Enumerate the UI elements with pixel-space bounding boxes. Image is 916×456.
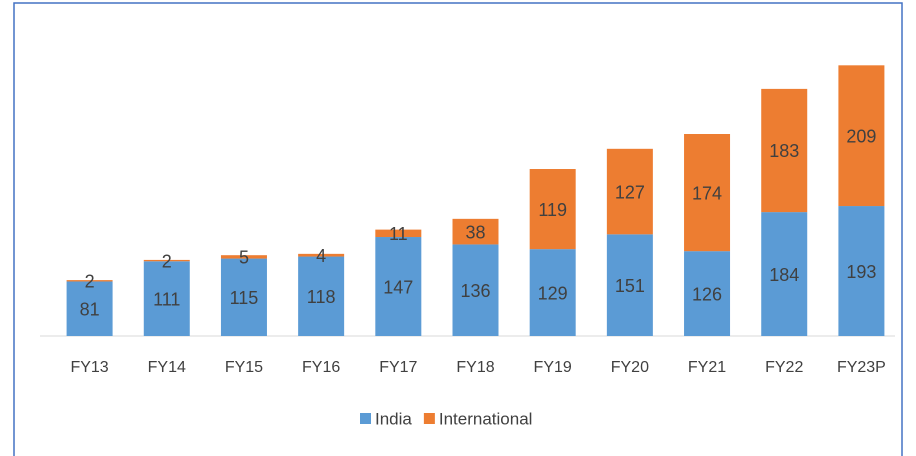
bar-segment (375, 229, 422, 238)
bar-segment (684, 134, 731, 252)
x-tick-label: FY14 (148, 359, 186, 376)
bar-segment (143, 259, 190, 262)
data-label: 118 (307, 287, 336, 307)
x-tick-label: FY21 (688, 359, 726, 376)
x-tick-label: FY23P (837, 359, 886, 376)
data-label: 111 (153, 289, 180, 309)
x-tick-label: FY17 (379, 359, 417, 376)
data-label: 115 (230, 288, 259, 308)
bar-segment (298, 256, 345, 336)
data-label: 81 (80, 299, 100, 319)
bar-segment (606, 148, 653, 235)
bar-segment (838, 65, 885, 207)
bar-segment (143, 261, 190, 336)
bar-segment (529, 169, 576, 250)
data-label: 184 (769, 265, 799, 285)
x-tick-label: FY20 (611, 359, 649, 376)
data-label: 174 (692, 183, 722, 203)
x-tick-label: FY19 (534, 359, 572, 376)
legend-swatch (423, 413, 435, 424)
data-label: 11 (389, 224, 408, 244)
data-label: 151 (615, 276, 645, 296)
data-label: 193 (846, 262, 876, 282)
x-tick-label: FY22 (765, 359, 803, 376)
bar-segment (298, 253, 345, 257)
legend-label: International (439, 409, 533, 428)
bar-segment (606, 234, 653, 336)
bar-segment (529, 249, 576, 336)
bar-segment (684, 251, 731, 336)
bar-segment (66, 281, 113, 336)
data-label: 2 (85, 272, 95, 292)
bar-segment (452, 244, 499, 336)
data-label: 209 (846, 126, 876, 146)
legend-label: India (375, 409, 412, 428)
data-label: 147 (383, 277, 413, 297)
bar-segment (66, 280, 113, 282)
x-tick-label: FY16 (302, 359, 340, 376)
bar-segment (838, 206, 885, 336)
bar-segment (375, 237, 422, 336)
data-label: 127 (615, 182, 645, 202)
legend-swatch (360, 413, 371, 424)
bar-segment (452, 218, 499, 245)
data-label: 119 (538, 200, 567, 220)
bar-segment (761, 212, 808, 336)
data-label: 38 (465, 222, 485, 242)
data-label: 4 (316, 246, 326, 266)
data-label: 2 (162, 251, 172, 271)
x-tick-label: FY18 (456, 359, 494, 376)
bar-segment (220, 255, 267, 259)
bar-segment (220, 258, 267, 336)
data-label: 129 (538, 283, 568, 303)
data-label: 5 (239, 248, 249, 268)
bar-segment (761, 88, 808, 213)
data-label: 126 (692, 284, 722, 304)
x-tick-label: FY13 (70, 359, 108, 376)
x-tick-label: FY15 (225, 359, 263, 376)
data-label: 136 (460, 281, 490, 301)
data-label: 183 (769, 141, 799, 161)
